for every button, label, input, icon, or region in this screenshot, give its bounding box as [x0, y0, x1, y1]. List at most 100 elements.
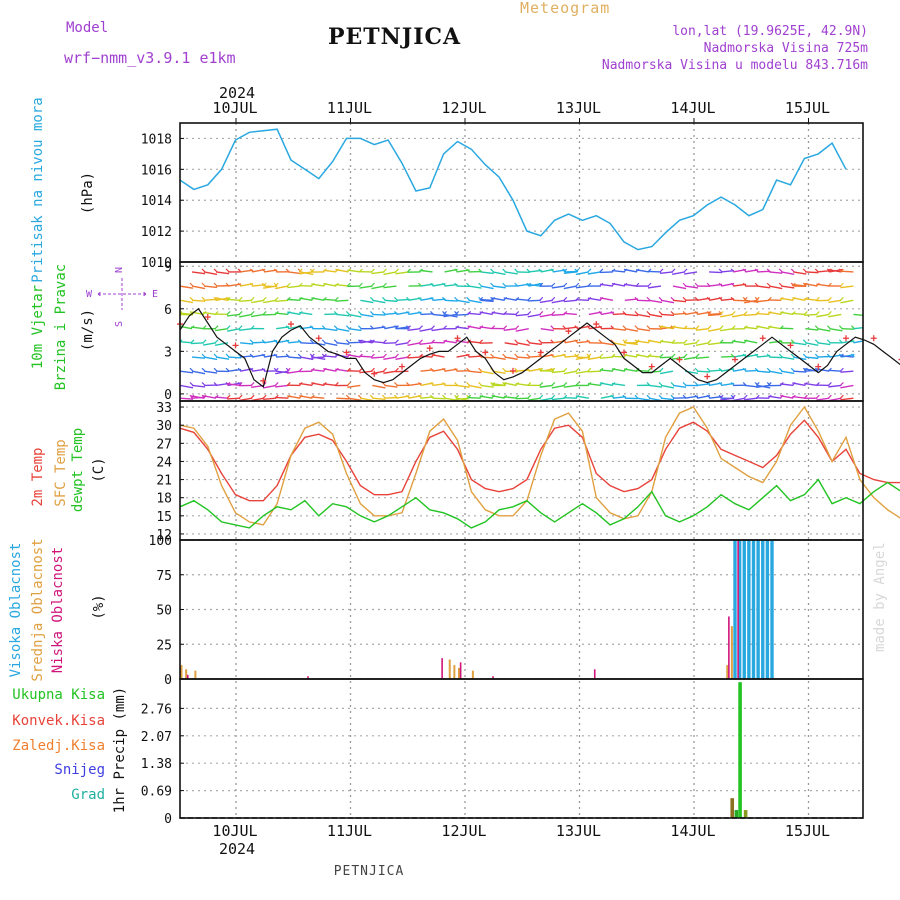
- wind-barb: [180, 370, 194, 374]
- wind-barb-head: [803, 381, 808, 386]
- wind-barb: [492, 271, 506, 276]
- wind-barb-head: [862, 311, 863, 312]
- wind-barb: [805, 327, 819, 331]
- wind-barb: [359, 285, 373, 289]
- wind-barb-head: [755, 296, 760, 301]
- wind-barb: [227, 383, 241, 387]
- wind-gust-marker: [787, 342, 794, 349]
- wind-barb-head: [575, 367, 580, 372]
- wind-barb: [468, 355, 482, 358]
- wind-barb-head: [839, 296, 844, 301]
- wind-barb: [636, 299, 650, 302]
- wind-barb-head: [587, 353, 592, 358]
- wind-barb-head: [358, 282, 363, 287]
- wind-barb: [467, 312, 481, 316]
- model-label: Model: [66, 20, 109, 36]
- wind-barb: [575, 370, 589, 375]
- wind-barb: [515, 313, 529, 317]
- precip-bar: [738, 682, 742, 818]
- wind-barbs-group: [180, 268, 863, 401]
- wind-barb-head: [718, 311, 723, 315]
- wind-barb-head: [298, 296, 303, 301]
- wind-barb: [239, 299, 253, 302]
- cloud-bar: [186, 674, 189, 679]
- wind-barb-head: [551, 311, 556, 315]
- wind-barb: [467, 396, 481, 399]
- wind-barb-head: [285, 367, 290, 372]
- model-altitude-text: Nadmorska Visina u modelu 843.716m: [601, 58, 868, 73]
- wind-barb-head: [250, 394, 255, 399]
- wind-barb: [468, 299, 482, 304]
- wind-barb: [721, 298, 735, 301]
- wind-barb: [180, 312, 193, 316]
- wind-barb: [288, 340, 302, 344]
- wind-barb-head: [827, 282, 832, 287]
- wind-barb-head: [455, 394, 460, 399]
- wind-barb-head: [791, 296, 796, 301]
- wind-barb: [395, 342, 409, 346]
- wind-barb: [816, 397, 830, 401]
- bottom-date-label: 12JUL: [441, 822, 486, 840]
- wind-barb: [551, 384, 565, 389]
- wind-barb: [757, 355, 771, 358]
- wind-barb: [612, 396, 626, 399]
- wind-barb-head: [454, 311, 458, 315]
- wind-barb: [805, 356, 819, 360]
- precip-legend-label: Ukupna Kisa: [12, 687, 105, 703]
- wind-barb-head: [575, 381, 580, 386]
- wind-barb-head: [527, 296, 532, 301]
- wind-barb-head: [298, 381, 303, 386]
- wind-barb: [840, 270, 854, 273]
- wind-barb: [276, 355, 290, 358]
- wind-barb-head: [575, 353, 580, 358]
- wind-barb: [468, 285, 482, 289]
- wind-barb-head: [443, 325, 447, 330]
- wind-barb-head: [575, 282, 580, 287]
- wind-barb: [300, 356, 314, 361]
- wind-ytick-label: 3: [164, 345, 172, 360]
- clouds-ytick-label: 25: [156, 638, 172, 653]
- wind-barb: [444, 397, 458, 401]
- wind-barb-head: [719, 394, 724, 399]
- cloud-bar: [459, 662, 462, 679]
- wind-barb: [455, 313, 469, 316]
- wind-barb-head: [346, 282, 351, 287]
- wind-barb: [503, 313, 517, 316]
- wind-barb-head: [202, 325, 207, 330]
- wind-barb-head: [815, 311, 820, 315]
- wind-barb-head: [407, 339, 411, 344]
- temperature-ytick-label: 27: [156, 437, 172, 452]
- wind-barb-head: [503, 325, 508, 330]
- wind-barb-head: [226, 296, 231, 301]
- wind-barb-head: [743, 296, 748, 301]
- wind-barb: [575, 356, 589, 360]
- wind-barb-head: [273, 282, 278, 287]
- wind-barb-head: [298, 268, 303, 273]
- wind-barb: [805, 271, 819, 274]
- wind-barb-head: [611, 367, 616, 372]
- wind-barb: [503, 327, 517, 331]
- wind-barb: [576, 340, 590, 344]
- wind-barb-head: [611, 282, 616, 287]
- wind-barb-head: [815, 394, 820, 399]
- wind-barb-head: [827, 394, 832, 399]
- precip-ytick-label: 2.76: [141, 702, 172, 717]
- wind-barb-head: [623, 268, 628, 273]
- wind-barb-head: [190, 394, 195, 399]
- wind-barb-head: [237, 381, 242, 386]
- wind-barb-head: [779, 381, 784, 386]
- wind-barb: [757, 370, 771, 374]
- wind-barb: [191, 370, 206, 375]
- pressure-ytick-label: 1010: [141, 256, 172, 271]
- wind-barb: [683, 271, 698, 275]
- wind-barb: [564, 355, 578, 358]
- wind-barb: [287, 285, 301, 289]
- precip-legend-label: Snijeg: [54, 762, 105, 778]
- wind-barb-head: [407, 268, 411, 273]
- wind-barb-head: [707, 311, 712, 315]
- wind-barb: [456, 384, 470, 388]
- wind-ytick-label: 6: [164, 303, 172, 318]
- wind-barb-head: [635, 353, 640, 358]
- wind-barb-head: [575, 268, 580, 273]
